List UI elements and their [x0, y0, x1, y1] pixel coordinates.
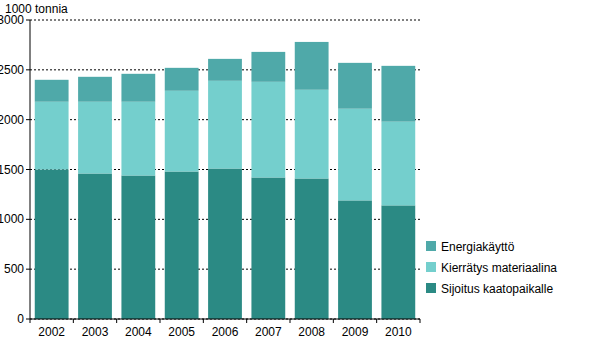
chart-container: 1000 tonnia05001000150020002500300020022…	[0, 0, 610, 346]
x-tick-label: 2008	[298, 325, 325, 339]
bar-segment	[338, 200, 372, 319]
y-tick-label: 500	[4, 262, 24, 276]
y-axis	[30, 20, 31, 319]
bar-segment	[121, 74, 155, 102]
legend-label: Energiakäyttö	[441, 240, 515, 254]
x-tick-label: 2004	[125, 325, 152, 339]
y-tick-label: 1000	[0, 212, 24, 226]
legend-label: Sijoitus kaatopaikalle	[441, 282, 553, 296]
bar-segment	[381, 205, 415, 319]
x-tick	[420, 319, 421, 323]
bar-segment	[251, 82, 285, 178]
x-tick-label: 2003	[82, 325, 109, 339]
bar-segment	[121, 102, 155, 176]
bar-segment	[208, 59, 242, 81]
x-tick-label: 2005	[168, 325, 195, 339]
x-tick-label: 2006	[212, 325, 239, 339]
x-tick	[333, 319, 334, 323]
bar-segment	[121, 175, 155, 319]
x-tick-label: 2002	[38, 325, 65, 339]
y-tick-label: 2500	[0, 63, 24, 77]
y-tick	[26, 119, 30, 120]
x-tick	[73, 319, 74, 323]
x-tick	[160, 319, 161, 323]
x-tick-label: 2010	[385, 325, 412, 339]
bar-segment	[251, 52, 285, 82]
bar-segment	[208, 81, 242, 169]
legend-swatch	[426, 241, 436, 251]
bars	[35, 42, 415, 319]
bar-segment	[338, 109, 372, 201]
bar-segment	[35, 170, 69, 320]
x-tick	[246, 319, 247, 323]
bar-segment	[165, 171, 199, 319]
bar-segment	[338, 63, 372, 109]
x-tick	[203, 319, 204, 323]
x-tick	[116, 319, 117, 323]
x-axis	[30, 319, 420, 320]
legend-swatch	[426, 262, 436, 272]
x-tick-label: 2009	[342, 325, 369, 339]
bar-segment	[295, 42, 329, 90]
y-tick	[26, 269, 30, 270]
bar-segment	[78, 77, 112, 102]
page: {"chart_data": {"type": "bar", "stacked"…	[0, 0, 610, 346]
y-tick	[26, 319, 30, 320]
bar-segment	[35, 80, 69, 102]
bar-segment	[381, 122, 415, 206]
bar-segment	[78, 173, 112, 319]
bar-segment	[165, 68, 199, 91]
bar-segment	[295, 178, 329, 319]
legend-label: Kierrätys materiaalina	[441, 261, 557, 275]
bar-segment	[35, 102, 69, 170]
legend-swatch	[426, 283, 436, 293]
x-tick-label: 2007	[255, 325, 282, 339]
y-tick	[26, 20, 30, 21]
chart-svg: 1000 tonnia05001000150020002500300020022…	[0, 0, 610, 346]
x-tick	[376, 319, 377, 323]
y-tick-label: 3000	[0, 13, 24, 27]
y-tick-label: 1500	[0, 163, 24, 177]
bar-segment	[295, 90, 329, 179]
bar-segment	[78, 102, 112, 174]
x-tick	[30, 319, 31, 323]
y-tick	[26, 169, 30, 170]
bar-segment	[251, 177, 285, 319]
grid-line	[30, 319, 420, 320]
y-tick-label: 2000	[0, 113, 24, 127]
bar-segment	[208, 169, 242, 319]
x-tick	[290, 319, 291, 323]
bar-segment	[381, 66, 415, 122]
y-tick	[26, 69, 30, 70]
y-tick-label: 0	[17, 312, 24, 326]
y-tick	[26, 219, 30, 220]
grid-line	[30, 20, 420, 21]
bar-segment	[165, 91, 199, 172]
